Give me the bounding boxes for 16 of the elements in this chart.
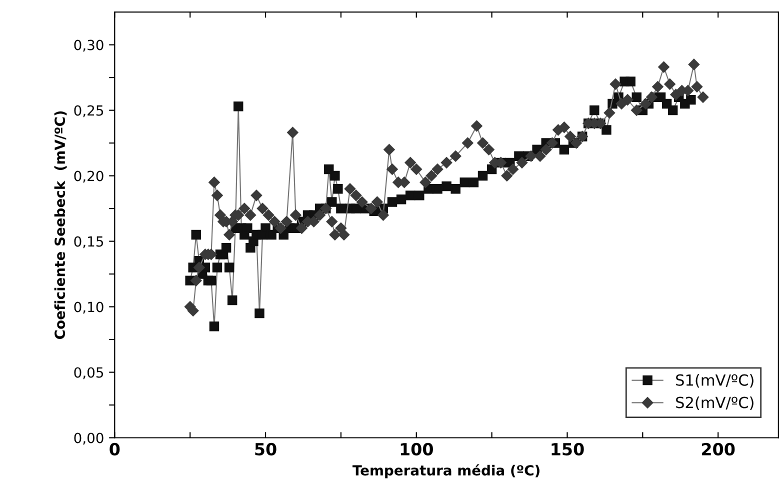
y-axis-title: Coeficiente Seebeck (mV/ºC): [54, 111, 67, 339]
x-tick-label: 100: [400, 442, 433, 456]
y-tick-label: 0,15: [74, 236, 104, 248]
x-tick-label: 0: [110, 442, 120, 456]
x-tick-label: 200: [702, 442, 735, 456]
legend-label: S1(mV/ºC): [676, 374, 754, 388]
y-tick-label: 0,30: [74, 40, 104, 52]
x-axis-title: Temperatura média (ºC): [352, 464, 540, 478]
x-tick-label: 50: [255, 442, 276, 456]
y-tick-label: 0,00: [74, 432, 104, 445]
y-tick-label: 0,20: [74, 170, 104, 183]
y-tick-label: 0,05: [74, 367, 104, 380]
legend-label: S2(mV/ºC): [676, 396, 754, 410]
y-tick-label: 0,10: [74, 302, 104, 314]
y-tick-label: 0,25: [74, 105, 104, 118]
x-tick-label: 150: [552, 442, 584, 456]
